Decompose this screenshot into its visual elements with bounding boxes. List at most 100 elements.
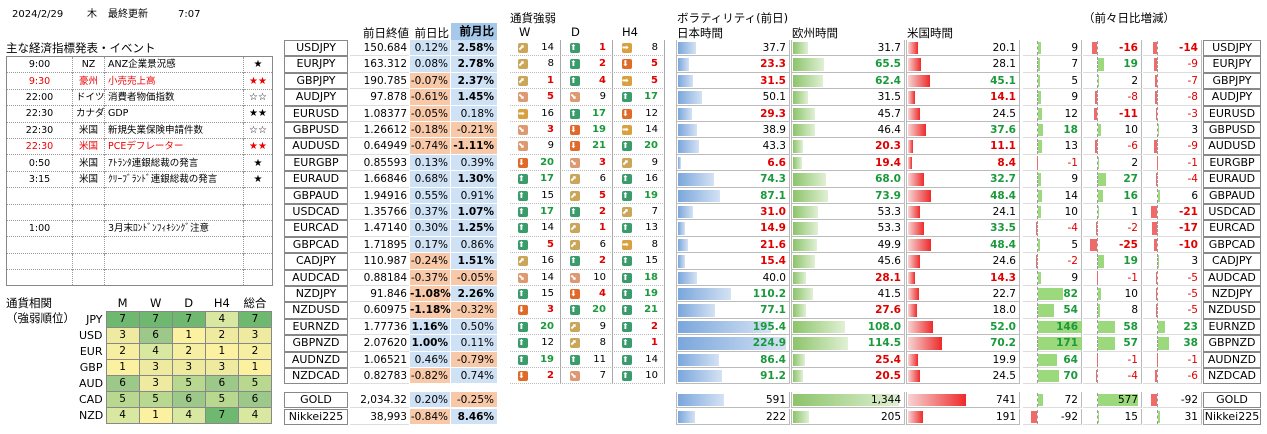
vol-value: 46.4 [877,124,901,136]
strength-row: AUD 6 3 5 6 5 [76,375,273,392]
vol-value: 86.4 [760,353,786,366]
vol-bar [908,74,930,88]
day-change: -0.24% [410,253,450,270]
prev-close: 2,034.32 [350,392,409,409]
strength-rank: 21 [644,304,658,316]
header-update-label: 最終更新 [108,9,148,20]
month-change: 2.37% [451,72,497,90]
diff-axis [1037,90,1038,105]
strength-currency: NZD [79,409,104,422]
vol-bar [678,107,692,120]
diff-axis [1157,303,1158,318]
strength-cell: ⬈ 8 [510,56,561,73]
diff-value: -92 [1180,394,1198,406]
vol-bar [908,320,933,334]
strength-rank: 9 [651,156,658,168]
diff-axis [1037,205,1038,220]
vol-bar [908,353,918,366]
diff-bar [1098,124,1101,137]
month-change: 2.26% [451,286,497,303]
vol-cell: 31.5 [791,89,905,106]
vol-bar [908,107,920,120]
pair-label-left: GBPAUD [284,187,348,204]
vol-bar [793,173,826,186]
strength-cell: ⬈ 1 [562,220,613,237]
vol-bar [908,91,915,104]
strength-cell: ⬆ 15 [510,286,561,303]
strength-cell: ➡ 5 [614,72,665,90]
strength-cell: ⬆ 14 [510,220,561,237]
event-time: 22:30 [6,138,73,155]
vol-bar [678,74,694,88]
diff-axis [1097,352,1098,367]
diff-value: -7 [1187,74,1198,87]
strength-rank: 5 [237,375,273,392]
strength-rank: 7 [204,407,239,424]
vol-bar [908,411,923,424]
day-change: 0.20% [410,392,450,409]
vol-bar [793,107,815,120]
pair-label-left: EURAUD [284,171,348,188]
vol-diff-cell: -8 [1143,89,1202,106]
vol-value: 87.1 [760,189,786,202]
diff-value: 9 [1071,42,1078,54]
vol-value: 31.0 [760,206,786,218]
month-change: 2.58% [451,40,497,57]
strength-cell: ➡ 8 [614,40,665,57]
vol-diff-cell: 577 [1083,392,1142,409]
vol-diff-cell: -11 [1083,105,1142,122]
strength-cell: ➡ 16 [510,105,561,122]
strength-rank: 8 [651,238,658,250]
strength-rank: 2 [599,58,606,70]
vol-bar [908,42,918,55]
vol-value: 40.0 [762,271,786,284]
vol-diff-cell: -1 [1143,154,1202,172]
diff-bar [1154,74,1157,88]
strength-rank: 6 [171,391,206,408]
trend-arrow-icon: ⬈ [570,223,580,234]
vol-value: 45.1 [990,74,1016,87]
strength-rank: 14 [645,124,658,135]
strength-header-h4: H4 [622,25,638,39]
strength-rank: 2 [651,320,658,332]
pair-label-left: AUDCAD [284,269,348,286]
strength-cell: ⬇ 4 [562,286,613,303]
pair-label-left: GOLD [284,392,348,409]
strength-rank: 3 [105,327,140,344]
event-stars [244,204,273,220]
strength-cell: ➡ 8 [614,236,665,254]
trend-arrow-icon: ⬆ [570,305,580,316]
diff-value: -1 [1187,353,1198,366]
event-time [6,187,73,205]
vol-cell: 91.2 [676,368,790,385]
vol-value: 32.7 [990,173,1016,186]
trend-arrow-icon: ➡ [622,125,632,135]
event-country: 米国 [72,138,105,155]
header-update-time: 7:07 [178,9,201,20]
vol-value: 25.4 [875,353,901,366]
strength-cell: ⬆ 13 [614,220,665,237]
diff-axis [1037,303,1038,318]
trend-arrow-icon: ⬊ [518,125,528,135]
vol-value: 20.5 [875,370,901,382]
vol-value: 50.1 [762,91,786,104]
diff-value: -16 [1119,42,1138,54]
strength-cell: ⬊ 5 [510,89,561,106]
event-country: 豪州 [72,72,105,90]
pair-label-right: EURJPY [1203,56,1261,73]
strength-row: CAD 5 5 6 5 6 [76,391,273,408]
vol-diff-cell: 82 [1023,286,1082,303]
strength-rank: 7 [651,206,658,217]
vol-bar [678,411,696,424]
diff-bar [1038,353,1058,366]
diff-axis [1097,41,1098,56]
vol-cell: 195.4 [676,318,790,336]
vol-cell: 24.5 [906,105,1020,122]
trend-arrow-icon: ⬆ [622,92,632,103]
diff-bar [1038,91,1041,104]
strength-rank: 1 [204,343,239,360]
vol-cell: 40.0 [676,269,790,286]
vol-cell: 24.5 [906,368,1020,385]
diff-axis [1037,41,1038,56]
strength-rank: 2 [547,370,554,381]
